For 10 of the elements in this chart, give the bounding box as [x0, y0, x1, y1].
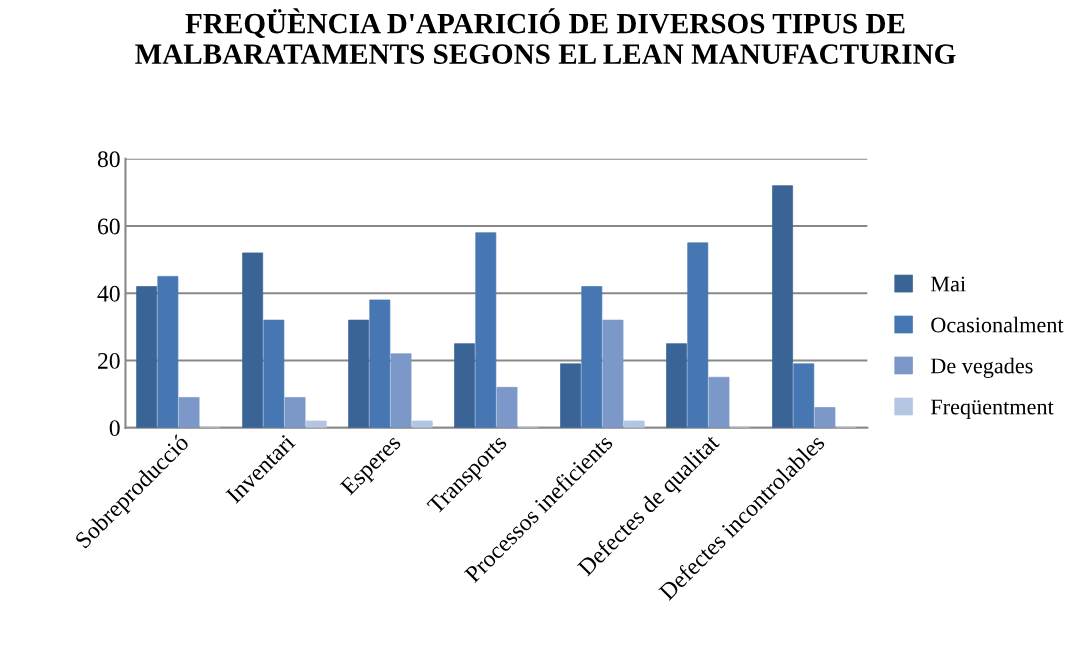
chart-title: FREQÜÈNCIA D'APARICIÓ DE DIVERSOS TIPUS DE MALBARATAMENTS SEGONS EL LEAN MANUFACTURING [135, 8, 956, 64]
y-tick-label: 40 [97, 285, 120, 302]
legend-label: De vegades [930, 357, 1033, 378]
legend-label: Freqüentment [930, 399, 1054, 419]
legend-label: Mai [930, 276, 966, 292]
y-tick-label: 0 [109, 420, 120, 437]
y-tick-label: 80 [97, 151, 120, 168]
y-tick-label: 20 [98, 352, 120, 369]
legend-label: Ocasionalment [931, 316, 1064, 333]
y-tick-label: 60 [98, 218, 120, 235]
